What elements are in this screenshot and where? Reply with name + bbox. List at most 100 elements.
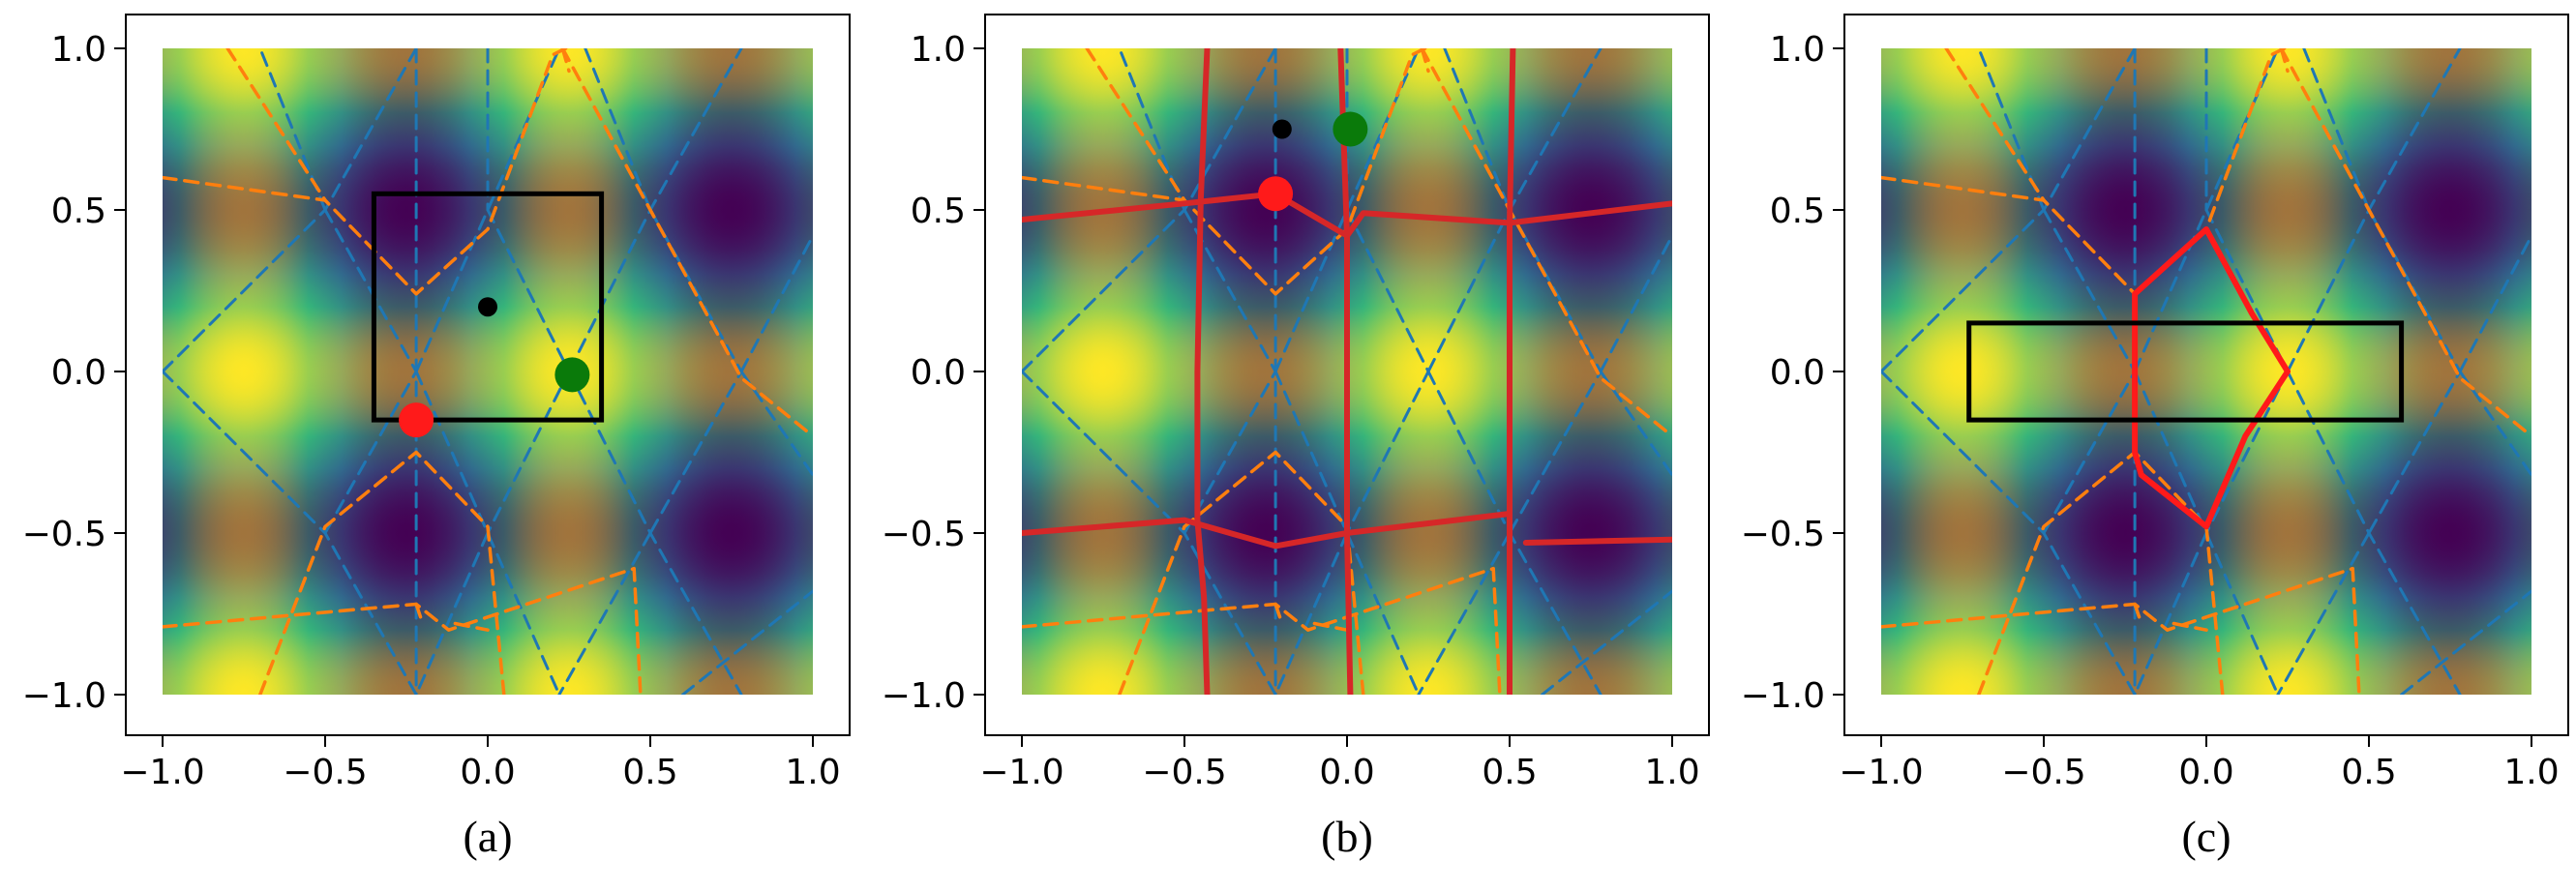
x-tick-label: −0.5 <box>283 753 367 792</box>
orange-dashed-line <box>1085 48 1186 202</box>
scatter-point <box>1272 119 1292 139</box>
region-rectangle <box>371 191 605 423</box>
panel-caption: (c) <box>2181 812 2231 861</box>
overlay-group <box>1022 48 1672 695</box>
orange-dashed-line <box>2133 602 2143 626</box>
scatter-point <box>554 357 590 393</box>
heatmap-layer-y <box>1881 48 2531 695</box>
x-tick-label: −0.5 <box>1142 753 1226 792</box>
orange-dashed-line <box>1118 450 1365 695</box>
panel-c: −1.0 −1.0 −0.5 −0.5 0.0 0.0 0.5 0.5 1.0 1.0 (c) <box>1741 14 2569 861</box>
y-tick-label: −0.5 <box>1741 515 1825 554</box>
blue-dashed-line <box>414 531 490 695</box>
x-tick-label: 1.0 <box>2503 753 2559 792</box>
blue-dashed-line <box>557 531 652 695</box>
y-tick-label: 0.0 <box>1770 353 1825 393</box>
plot-area <box>1881 48 2531 695</box>
x-tick-label: 1.0 <box>785 753 840 792</box>
y-tick-label: −0.5 <box>882 515 966 554</box>
blue-dashed-line <box>1541 589 1672 695</box>
orange-dashed-line <box>1273 602 1284 626</box>
orange-dashed-line <box>258 450 506 695</box>
x-tick-label: −1.0 <box>120 753 204 792</box>
orange-dashed-line <box>1881 566 2361 695</box>
scatter-point <box>1333 111 1368 147</box>
y-tick-label: −1.0 <box>1741 676 1825 716</box>
tick-group: −1.0 −1.0 −0.5 −0.5 0.0 0.0 0.5 0.5 1.0 1.0 <box>1741 30 2560 792</box>
orange-dashed-line <box>560 48 813 438</box>
solid-boundary-line <box>2132 226 2291 530</box>
blue-dashed-line <box>1417 531 1512 695</box>
orange-dashed-line <box>1944 48 2046 202</box>
orange-dashed-line <box>2172 621 2208 632</box>
orange-dashed-line <box>2279 48 2531 438</box>
heatmap <box>1881 48 2531 695</box>
orange-dashed-line <box>1312 621 1349 632</box>
orange-dashed-line <box>1022 48 1427 296</box>
blue-dashed-line <box>681 589 813 695</box>
orange-dashed-line <box>453 621 490 632</box>
orange-dashed-line <box>1420 48 1430 74</box>
blue-dashed-line <box>1599 234 1672 373</box>
blue-dashed-line <box>584 48 652 212</box>
blue-dashed-line <box>2400 589 2531 695</box>
scatter-point <box>478 297 497 317</box>
blue-dashed-line <box>2133 531 2208 695</box>
solid-boundary-line <box>1337 48 1354 695</box>
solid-boundary-line <box>1194 48 1211 695</box>
y-tick-label: 0.0 <box>51 353 106 393</box>
y-tick-label: 0.5 <box>1770 192 1825 231</box>
orange-dashed-line <box>2279 48 2290 74</box>
x-tick-label: 0.0 <box>460 753 515 792</box>
y-tick-label: 0.0 <box>911 353 966 393</box>
y-tick-label: 1.0 <box>51 30 106 70</box>
y-tick-label: 0.5 <box>51 192 106 231</box>
overlay-group <box>1881 48 2531 695</box>
x-tick-label: 0.5 <box>2341 753 2396 792</box>
x-tick-label: 0.5 <box>622 753 677 792</box>
y-tick-label: 1.0 <box>1770 30 1825 70</box>
orange-dashed-line <box>1022 566 1502 695</box>
orange-dashed-line <box>163 566 643 695</box>
tick-group: −1.0 −1.0 −0.5 −0.5 0.0 0.0 0.5 0.5 1.0 1.0 <box>882 30 1700 792</box>
y-tick-label: −1.0 <box>22 676 106 716</box>
panel-caption: (a) <box>463 812 512 861</box>
heatmap-layer-y <box>163 48 813 695</box>
orange-dashed-line <box>560 48 571 74</box>
x-tick-label: 1.0 <box>1644 753 1699 792</box>
panel-a: −1.0 −1.0 −0.5 −0.5 0.0 0.0 0.5 0.5 1.0 1.0 (a) <box>22 14 851 861</box>
plot-area <box>163 48 813 695</box>
blue-dashed-line <box>2276 531 2371 695</box>
panel-b: −1.0 −1.0 −0.5 −0.5 0.0 0.0 0.5 0.5 1.0 1.0 (b) <box>882 14 1710 861</box>
x-tick-label: 0.0 <box>2178 753 2233 792</box>
blue-dashed-line <box>1273 531 1349 695</box>
orange-dashed-line <box>414 602 425 626</box>
region-rectangle <box>1966 320 2405 423</box>
y-tick-label: 1.0 <box>911 30 966 70</box>
orange-dashed-line <box>163 48 568 296</box>
orange-dashed-line <box>1420 48 1672 438</box>
x-tick-label: 0.5 <box>1482 753 1537 792</box>
scatter-point <box>399 402 434 438</box>
y-tick-label: −0.5 <box>22 515 106 554</box>
x-tick-label: −0.5 <box>2001 753 2085 792</box>
x-tick-label: 0.0 <box>1319 753 1374 792</box>
solid-boundary-line <box>1022 511 1513 549</box>
x-tick-label: −1.0 <box>979 753 1063 792</box>
scatter-point <box>1258 176 1294 212</box>
panel-caption: (b) <box>1321 812 1373 861</box>
orange-dashed-line <box>225 48 327 202</box>
x-tick-label: −1.0 <box>1839 753 1923 792</box>
heatmap <box>163 48 813 695</box>
blue-dashed-line <box>1443 48 1512 212</box>
plot-area <box>1022 48 1672 695</box>
y-tick-label: −1.0 <box>882 676 966 716</box>
tick-group: −1.0 −1.0 −0.5 −0.5 0.0 0.0 0.5 0.5 1.0 1.0 <box>22 30 841 792</box>
blue-dashed-line <box>2302 48 2371 212</box>
y-tick-label: 0.5 <box>911 192 966 231</box>
blue-dashed-line <box>2458 234 2531 373</box>
blue-dashed-line <box>739 234 813 373</box>
solid-boundary-line <box>1522 536 1672 546</box>
solid-boundary-line <box>1022 191 1672 239</box>
